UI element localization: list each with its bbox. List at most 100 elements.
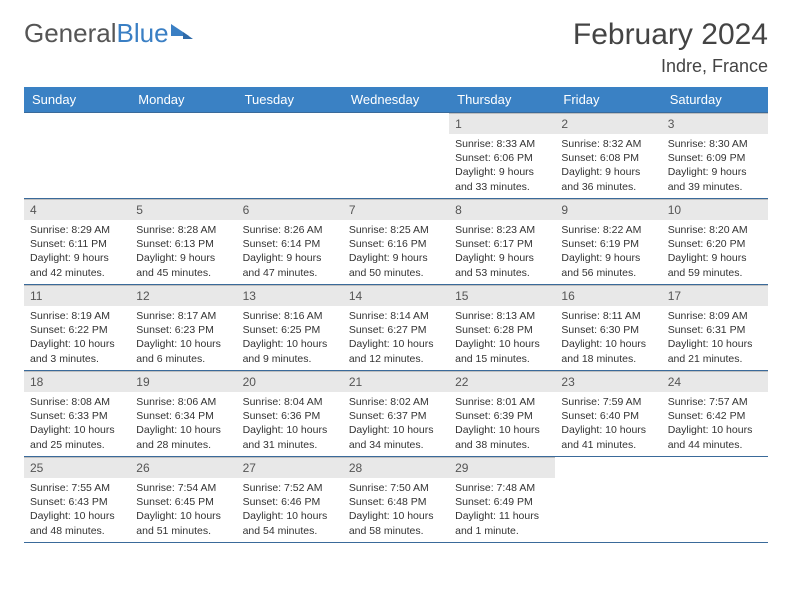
day-number: 1 [449, 113, 555, 134]
day-number: 15 [449, 285, 555, 306]
day-number: 28 [343, 457, 449, 478]
calendar-day-cell: 25Sunrise: 7:55 AMSunset: 6:43 PMDayligh… [24, 457, 130, 543]
day-number: 12 [130, 285, 236, 306]
day-number: 8 [449, 199, 555, 220]
day-details: Sunrise: 8:02 AMSunset: 6:37 PMDaylight:… [343, 392, 449, 456]
calendar-day-cell: 21Sunrise: 8:02 AMSunset: 6:37 PMDayligh… [343, 371, 449, 457]
calendar-day-cell: .. [237, 113, 343, 199]
calendar-day-cell: 24Sunrise: 7:57 AMSunset: 6:42 PMDayligh… [662, 371, 768, 457]
day-details: Sunrise: 8:14 AMSunset: 6:27 PMDaylight:… [343, 306, 449, 370]
calendar-day-cell: 19Sunrise: 8:06 AMSunset: 6:34 PMDayligh… [130, 371, 236, 457]
day-number: 13 [237, 285, 343, 306]
calendar-week-row: ........1Sunrise: 8:33 AMSunset: 6:06 PM… [24, 113, 768, 199]
day-details: Sunrise: 7:50 AMSunset: 6:48 PMDaylight:… [343, 478, 449, 542]
calendar-day-cell: 18Sunrise: 8:08 AMSunset: 6:33 PMDayligh… [24, 371, 130, 457]
header: GeneralBlue February 2024 Indre, France [24, 18, 768, 77]
day-details: Sunrise: 8:17 AMSunset: 6:23 PMDaylight:… [130, 306, 236, 370]
day-number: 27 [237, 457, 343, 478]
day-number: 16 [555, 285, 661, 306]
calendar-day-cell: .. [24, 113, 130, 199]
calendar-day-cell: 3Sunrise: 8:30 AMSunset: 6:09 PMDaylight… [662, 113, 768, 199]
brand-part2: Blue [117, 18, 169, 49]
brand-logo: GeneralBlue [24, 18, 193, 49]
day-details: Sunrise: 8:09 AMSunset: 6:31 PMDaylight:… [662, 306, 768, 370]
calendar-day-cell: .. [130, 113, 236, 199]
calendar-week-row: 18Sunrise: 8:08 AMSunset: 6:33 PMDayligh… [24, 371, 768, 457]
calendar-day-cell: 28Sunrise: 7:50 AMSunset: 6:48 PMDayligh… [343, 457, 449, 543]
calendar-day-cell: 11Sunrise: 8:19 AMSunset: 6:22 PMDayligh… [24, 285, 130, 371]
weekday-header: Monday [130, 87, 236, 113]
day-details: Sunrise: 8:29 AMSunset: 6:11 PMDaylight:… [24, 220, 130, 284]
calendar-day-cell: 29Sunrise: 7:48 AMSunset: 6:49 PMDayligh… [449, 457, 555, 543]
calendar-week-row: 25Sunrise: 7:55 AMSunset: 6:43 PMDayligh… [24, 457, 768, 543]
day-number: 29 [449, 457, 555, 478]
day-number: 4 [24, 199, 130, 220]
day-number: 25 [24, 457, 130, 478]
weekday-header: Wednesday [343, 87, 449, 113]
day-details: Sunrise: 8:04 AMSunset: 6:36 PMDaylight:… [237, 392, 343, 456]
calendar-day-cell: 12Sunrise: 8:17 AMSunset: 6:23 PMDayligh… [130, 285, 236, 371]
day-number: 24 [662, 371, 768, 392]
day-details: Sunrise: 8:23 AMSunset: 6:17 PMDaylight:… [449, 220, 555, 284]
day-number: 6 [237, 199, 343, 220]
calendar-day-cell: .. [343, 113, 449, 199]
day-number: 14 [343, 285, 449, 306]
day-details: Sunrise: 7:59 AMSunset: 6:40 PMDaylight:… [555, 392, 661, 456]
sail-icon [183, 32, 193, 39]
calendar-day-cell: 6Sunrise: 8:26 AMSunset: 6:14 PMDaylight… [237, 199, 343, 285]
calendar-day-cell: 7Sunrise: 8:25 AMSunset: 6:16 PMDaylight… [343, 199, 449, 285]
calendar-day-cell: 1Sunrise: 8:33 AMSunset: 6:06 PMDaylight… [449, 113, 555, 199]
day-details: Sunrise: 8:19 AMSunset: 6:22 PMDaylight:… [24, 306, 130, 370]
day-details: Sunrise: 8:11 AMSunset: 6:30 PMDaylight:… [555, 306, 661, 370]
calendar-day-cell: 14Sunrise: 8:14 AMSunset: 6:27 PMDayligh… [343, 285, 449, 371]
day-number: 20 [237, 371, 343, 392]
calendar-week-row: 11Sunrise: 8:19 AMSunset: 6:22 PMDayligh… [24, 285, 768, 371]
day-details: Sunrise: 8:30 AMSunset: 6:09 PMDaylight:… [662, 134, 768, 198]
calendar-day-cell: 4Sunrise: 8:29 AMSunset: 6:11 PMDaylight… [24, 199, 130, 285]
page-title: February 2024 [573, 18, 768, 52]
day-number: 10 [662, 199, 768, 220]
day-number: 26 [130, 457, 236, 478]
calendar-day-cell: 5Sunrise: 8:28 AMSunset: 6:13 PMDaylight… [130, 199, 236, 285]
day-number: 21 [343, 371, 449, 392]
weekday-header: Saturday [662, 87, 768, 113]
calendar-day-cell: 15Sunrise: 8:13 AMSunset: 6:28 PMDayligh… [449, 285, 555, 371]
calendar-day-cell: 8Sunrise: 8:23 AMSunset: 6:17 PMDaylight… [449, 199, 555, 285]
calendar-day-cell: .. [555, 457, 661, 543]
calendar-day-cell: 10Sunrise: 8:20 AMSunset: 6:20 PMDayligh… [662, 199, 768, 285]
day-details: Sunrise: 7:48 AMSunset: 6:49 PMDaylight:… [449, 478, 555, 542]
day-number: 17 [662, 285, 768, 306]
calendar-table: SundayMondayTuesdayWednesdayThursdayFrid… [24, 87, 768, 543]
day-number: 18 [24, 371, 130, 392]
day-details: Sunrise: 8:13 AMSunset: 6:28 PMDaylight:… [449, 306, 555, 370]
day-details: Sunrise: 7:57 AMSunset: 6:42 PMDaylight:… [662, 392, 768, 456]
day-details: Sunrise: 8:26 AMSunset: 6:14 PMDaylight:… [237, 220, 343, 284]
day-number: 19 [130, 371, 236, 392]
day-details: Sunrise: 7:54 AMSunset: 6:45 PMDaylight:… [130, 478, 236, 542]
day-number: 3 [662, 113, 768, 134]
day-details: Sunrise: 8:08 AMSunset: 6:33 PMDaylight:… [24, 392, 130, 456]
calendar-day-cell: 16Sunrise: 8:11 AMSunset: 6:30 PMDayligh… [555, 285, 661, 371]
calendar-day-cell: 20Sunrise: 8:04 AMSunset: 6:36 PMDayligh… [237, 371, 343, 457]
weekday-header: Friday [555, 87, 661, 113]
calendar-day-cell: 9Sunrise: 8:22 AMSunset: 6:19 PMDaylight… [555, 199, 661, 285]
day-details: Sunrise: 8:20 AMSunset: 6:20 PMDaylight:… [662, 220, 768, 284]
calendar-day-cell: 26Sunrise: 7:54 AMSunset: 6:45 PMDayligh… [130, 457, 236, 543]
day-number: 22 [449, 371, 555, 392]
day-details: Sunrise: 8:01 AMSunset: 6:39 PMDaylight:… [449, 392, 555, 456]
title-block: February 2024 Indre, France [573, 18, 768, 77]
day-details: Sunrise: 8:28 AMSunset: 6:13 PMDaylight:… [130, 220, 236, 284]
day-number: 7 [343, 199, 449, 220]
day-details: Sunrise: 8:06 AMSunset: 6:34 PMDaylight:… [130, 392, 236, 456]
day-details: Sunrise: 8:22 AMSunset: 6:19 PMDaylight:… [555, 220, 661, 284]
calendar-day-cell: 22Sunrise: 8:01 AMSunset: 6:39 PMDayligh… [449, 371, 555, 457]
day-details: Sunrise: 8:16 AMSunset: 6:25 PMDaylight:… [237, 306, 343, 370]
day-details: Sunrise: 7:52 AMSunset: 6:46 PMDaylight:… [237, 478, 343, 542]
calendar-week-row: 4Sunrise: 8:29 AMSunset: 6:11 PMDaylight… [24, 199, 768, 285]
day-number: 11 [24, 285, 130, 306]
calendar-header-row: SundayMondayTuesdayWednesdayThursdayFrid… [24, 87, 768, 113]
day-details: Sunrise: 8:33 AMSunset: 6:06 PMDaylight:… [449, 134, 555, 198]
calendar-day-cell: 13Sunrise: 8:16 AMSunset: 6:25 PMDayligh… [237, 285, 343, 371]
calendar-day-cell: 23Sunrise: 7:59 AMSunset: 6:40 PMDayligh… [555, 371, 661, 457]
day-details: Sunrise: 8:25 AMSunset: 6:16 PMDaylight:… [343, 220, 449, 284]
